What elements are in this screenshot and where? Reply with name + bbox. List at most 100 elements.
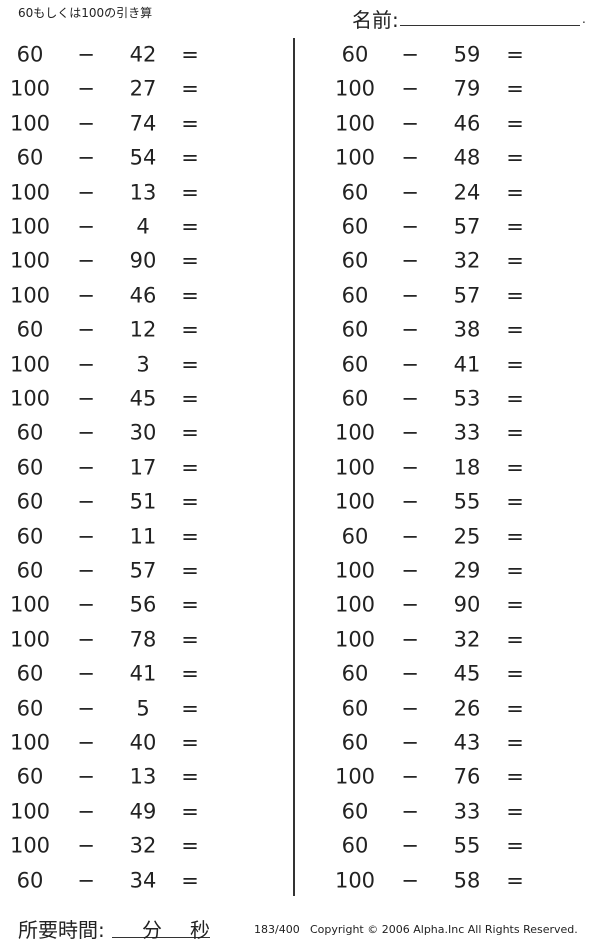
minuend: 60 <box>341 833 369 858</box>
minutes-label: 分 <box>142 918 162 942</box>
name-end-mark: . <box>582 12 586 26</box>
equals-sign: = <box>181 489 199 514</box>
equals-sign: = <box>181 524 199 549</box>
copyright: Copyright © 2006 Alpha.Inc All Rights Re… <box>310 923 578 936</box>
equals-sign: = <box>506 455 524 480</box>
subtrahend: 13 <box>129 764 157 789</box>
minus-sign: − <box>401 799 419 824</box>
minus-sign: − <box>77 730 95 755</box>
subtrahend: 40 <box>129 730 157 755</box>
minuend: 100 <box>334 145 376 170</box>
subtrahend: 11 <box>129 524 157 549</box>
equals-sign: = <box>506 42 524 67</box>
equals-sign: = <box>181 76 199 101</box>
subtrahend: 32 <box>453 627 481 652</box>
minus-sign: − <box>401 833 419 858</box>
equals-sign: = <box>181 420 199 445</box>
minuend: 100 <box>9 386 51 411</box>
minuend: 60 <box>341 42 369 67</box>
minus-sign: − <box>401 524 419 549</box>
minus-sign: − <box>401 180 419 205</box>
subtrahend: 29 <box>453 558 481 583</box>
minuend: 60 <box>16 764 44 789</box>
minus-sign: − <box>401 42 419 67</box>
equals-sign: = <box>506 833 524 858</box>
subtrahend: 17 <box>129 455 157 480</box>
minus-sign: − <box>77 111 95 136</box>
equals-sign: = <box>181 696 199 721</box>
subtrahend: 79 <box>453 76 481 101</box>
subtrahend: 5 <box>136 696 150 721</box>
name-field[interactable] <box>400 25 580 26</box>
minuend: 60 <box>341 661 369 686</box>
minus-sign: − <box>77 524 95 549</box>
equals-sign: = <box>181 386 199 411</box>
minus-sign: − <box>77 283 95 308</box>
subtrahend: 59 <box>453 42 481 67</box>
subtrahend: 55 <box>453 489 481 514</box>
minuend: 60 <box>16 455 44 480</box>
time-label: 所要時間: <box>18 918 105 942</box>
equals-sign: = <box>181 730 199 755</box>
minuend: 100 <box>334 558 376 583</box>
minus-sign: − <box>401 317 419 342</box>
equals-sign: = <box>506 248 524 273</box>
minuend: 60 <box>341 283 369 308</box>
subtrahend: 34 <box>129 868 157 893</box>
minus-sign: − <box>77 833 95 858</box>
minuend: 100 <box>9 627 51 652</box>
column-divider <box>293 38 295 896</box>
subtrahend: 55 <box>453 833 481 858</box>
subtrahend: 48 <box>453 145 481 170</box>
minus-sign: − <box>401 283 419 308</box>
minuend: 60 <box>341 799 369 824</box>
subtrahend: 26 <box>453 696 481 721</box>
minus-sign: − <box>401 764 419 789</box>
minus-sign: − <box>401 592 419 617</box>
minus-sign: − <box>401 868 419 893</box>
equals-sign: = <box>181 799 199 824</box>
minus-sign: − <box>77 42 95 67</box>
equals-sign: = <box>506 420 524 445</box>
equals-sign: = <box>181 283 199 308</box>
minuend: 100 <box>334 111 376 136</box>
minus-sign: − <box>77 317 95 342</box>
subtrahend: 56 <box>129 592 157 617</box>
minuend: 100 <box>9 248 51 273</box>
equals-sign: = <box>506 214 524 239</box>
equals-sign: = <box>506 317 524 342</box>
equals-sign: = <box>506 76 524 101</box>
minuend: 60 <box>16 868 44 893</box>
subtrahend: 45 <box>129 386 157 411</box>
equals-sign: = <box>506 558 524 583</box>
minus-sign: − <box>77 696 95 721</box>
equals-sign: = <box>506 592 524 617</box>
minus-sign: − <box>77 558 95 583</box>
subtrahend: 33 <box>453 420 481 445</box>
time-field[interactable] <box>112 937 210 938</box>
minuend: 60 <box>341 214 369 239</box>
minus-sign: − <box>77 145 95 170</box>
minuend: 60 <box>341 524 369 549</box>
equals-sign: = <box>506 283 524 308</box>
subtrahend: 57 <box>453 214 481 239</box>
minuend: 60 <box>16 42 44 67</box>
minuend: 60 <box>16 558 44 583</box>
equals-sign: = <box>506 764 524 789</box>
equals-sign: = <box>181 145 199 170</box>
equals-sign: = <box>181 111 199 136</box>
minuend: 100 <box>9 180 51 205</box>
subtrahend: 12 <box>129 317 157 342</box>
minuend: 100 <box>9 592 51 617</box>
subtrahend: 27 <box>129 76 157 101</box>
equals-sign: = <box>506 489 524 514</box>
minus-sign: − <box>401 627 419 652</box>
subtrahend: 53 <box>453 386 481 411</box>
minus-sign: − <box>77 661 95 686</box>
equals-sign: = <box>506 868 524 893</box>
minuend: 100 <box>9 111 51 136</box>
subtrahend: 41 <box>129 661 157 686</box>
subtrahend: 41 <box>453 352 481 377</box>
subtrahend: 25 <box>453 524 481 549</box>
subtrahend: 33 <box>453 799 481 824</box>
